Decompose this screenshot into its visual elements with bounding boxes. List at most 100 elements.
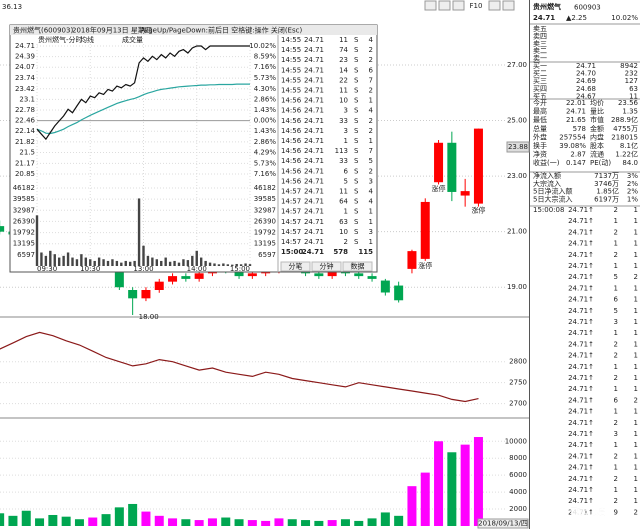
tick-volume: 1 [614, 363, 618, 371]
tick-price: 24.71↑ [568, 340, 594, 348]
tick-price: 24.71↑ [568, 284, 594, 292]
tab[interactable] [280, 261, 311, 272]
volume-bar [8, 515, 18, 526]
stat-label: 量比 [590, 107, 604, 116]
volume-tick-label: 19792 [13, 229, 35, 237]
tick-volume: 11 [339, 87, 348, 95]
tool-button[interactable] [502, 0, 515, 11]
intraday-volume-bar [173, 260, 176, 266]
tick-price: 24.71 [304, 117, 324, 125]
candle-body [128, 290, 138, 299]
volume-bar [420, 472, 430, 526]
intraday-volume-bar [53, 254, 56, 266]
intraday-volume-bar [80, 254, 83, 266]
intraday-volume-bar [120, 262, 123, 266]
tick-price: 24.71↑ [568, 240, 594, 248]
candle-body [354, 273, 364, 277]
stat-label: 今开 [533, 98, 547, 107]
intraday-volume-bar [137, 198, 141, 266]
volume-bar [154, 515, 164, 526]
tab[interactable] [342, 261, 373, 272]
tick-count: 4 [369, 188, 374, 196]
candle-body [394, 285, 404, 301]
tick-volume: 6 [614, 296, 619, 304]
tick-count: 1 [634, 374, 638, 382]
tick-time: 14:56 [281, 117, 302, 125]
volume-tick-label: 6597 [258, 251, 276, 259]
tick-price: 24.71↑ [568, 273, 594, 281]
tick-price: 24.71↑ [568, 396, 594, 404]
volume-tick-label: 46182 [254, 184, 276, 192]
tick-count: 1 [634, 497, 638, 505]
tick-time: 14:57 [281, 188, 301, 196]
tick-side: S [354, 188, 359, 196]
stock-name: 贵州燃气 [533, 2, 561, 11]
intraday-volume-bar [235, 263, 238, 266]
y-tick-label: 6000 [509, 471, 527, 479]
tick-side: S [354, 208, 359, 216]
time-label: 15:00 [230, 265, 250, 273]
tool-button[interactable] [488, 0, 501, 11]
tick-count: 2 [369, 167, 373, 175]
flow-value: 7137万 [594, 172, 619, 180]
y-tick-label: 23.00 [507, 172, 527, 180]
date-box [477, 518, 529, 529]
intraday-volume-bar [208, 262, 212, 266]
intraday-volume-bar [231, 264, 234, 266]
popup-title: 贵州燃气(600903) [13, 26, 73, 35]
bid-volume: 8942 [620, 62, 638, 70]
tick-side: S [354, 117, 359, 125]
flow-value: 3746万 [594, 180, 619, 188]
tick-side: S [354, 127, 359, 135]
flow-pct: 3% [627, 172, 638, 180]
stat-label: 净资 [533, 150, 547, 159]
pct-tick-label: 2.86% [254, 95, 277, 103]
tick-count: 1 [369, 97, 373, 105]
tick-count: 1 [369, 238, 373, 246]
tick-volume: 64 [339, 198, 348, 206]
stat-value: 218015 [611, 133, 638, 141]
tick-volume: 11 [339, 36, 348, 44]
stat-value: 0.147 [566, 159, 586, 167]
tab[interactable] [311, 261, 342, 272]
candle-body [473, 128, 483, 204]
stat-value: 24.71 [566, 108, 586, 116]
tick-count: 2 [634, 273, 638, 281]
tick-count: 3 [369, 228, 373, 236]
time-label: 13:00 [133, 265, 153, 273]
tool-button[interactable] [438, 0, 451, 11]
bid-volume: 127 [625, 77, 638, 85]
candle-body [168, 276, 178, 282]
tick-price: 24.71↑ [568, 408, 594, 416]
intraday-volume-bar [124, 260, 127, 266]
flow-label: 5日大宗流入 [533, 194, 572, 203]
intraday-volume-bar [106, 260, 110, 266]
volume-bar [301, 520, 311, 526]
stat-label: 外盘 [533, 132, 547, 141]
tool-button[interactable] [424, 0, 437, 11]
tick-price: 24.71↑ [568, 363, 594, 371]
tick-time: 14:57 [281, 218, 301, 226]
tool-button[interactable] [452, 0, 465, 11]
tick-volume: 2 [614, 475, 618, 483]
tick-price: 24.71 [304, 56, 324, 64]
popup-date: 2018年09月13日 星期四 [72, 26, 152, 35]
tick-time: 15:00 [281, 248, 303, 256]
pct-tick-label: 5.73% [254, 159, 277, 167]
volume-tick-label: 13195 [254, 240, 276, 248]
tick-count: 2 [369, 87, 373, 95]
tick-time: 14:55 [281, 36, 301, 44]
tick-price: 24.71↑ [568, 307, 594, 315]
toolbar [424, 0, 515, 11]
bid-price: 24.67 [576, 92, 596, 100]
volume-bar [61, 516, 71, 526]
tick-price: 24.71↑ [568, 464, 594, 472]
tick-price: 24.71↑ [568, 217, 594, 225]
toolbar-label[interactable]: F10 [470, 2, 483, 10]
tick-side: S [354, 56, 359, 64]
tick-volume: 5 [614, 273, 618, 281]
bottom-date: 2018/09/13/四 [478, 520, 528, 528]
stat-label: 市值 [590, 115, 604, 124]
time-label: 10:30 [80, 265, 100, 273]
